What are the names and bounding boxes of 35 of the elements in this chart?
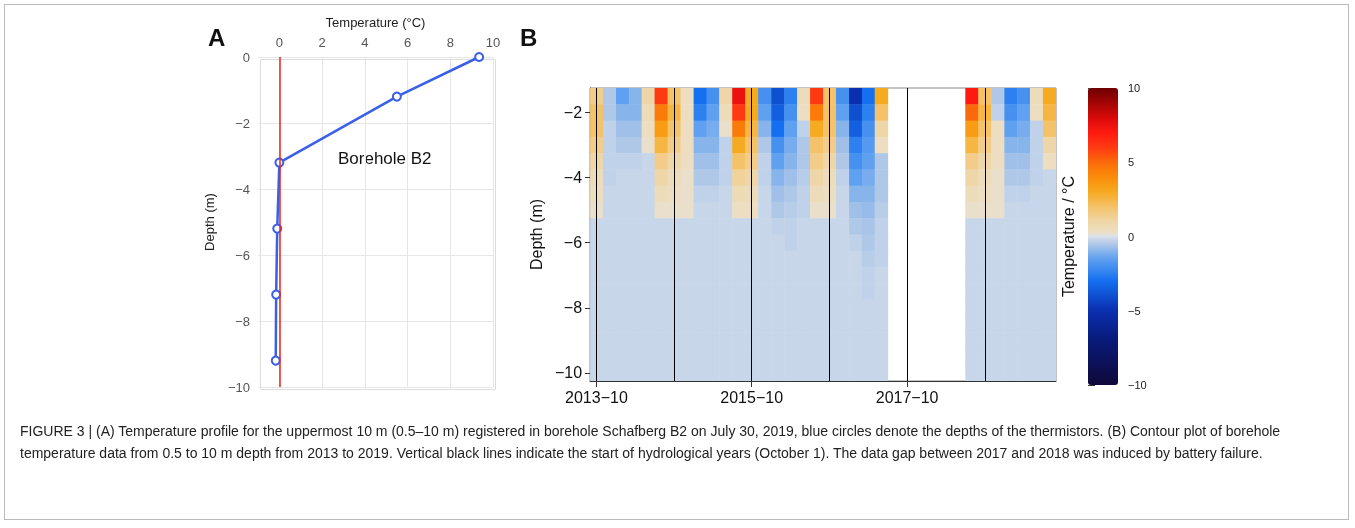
y-tick-label: −4 bbox=[563, 169, 583, 187]
y-tick-label: −6 bbox=[235, 247, 250, 263]
color-bar-title: Temperature / °C bbox=[1059, 175, 1077, 298]
point bbox=[391, 91, 402, 102]
x-tick-label: 2015−10 bbox=[720, 388, 784, 406]
y-tick-label: −8 bbox=[563, 299, 583, 317]
color-bar-label: 5 bbox=[1128, 156, 1135, 169]
text: B bbox=[520, 23, 538, 51]
color-bar-label: 0 bbox=[1128, 230, 1135, 243]
text: A bbox=[208, 23, 226, 51]
x-tick-label: 6 bbox=[403, 35, 412, 50]
y-axis-title: Depth (m) bbox=[527, 198, 545, 271]
point bbox=[474, 52, 485, 62]
x-tick-label: 4 bbox=[361, 35, 369, 50]
y-tick-label: −10 bbox=[227, 379, 250, 395]
x-tick-label: 2017−10 bbox=[875, 388, 939, 406]
y-tick-label: −8 bbox=[235, 313, 250, 329]
x-tick-label: 2013−10 bbox=[565, 388, 628, 406]
color-bar-label: 10 bbox=[1128, 82, 1141, 94]
x-tick-label: 2 bbox=[318, 35, 326, 50]
y-tick-label: −2 bbox=[563, 103, 583, 121]
y-axis-title: Depth (m) bbox=[202, 193, 217, 251]
y-tick-label: 0 bbox=[242, 49, 250, 65]
caption: FIGURE 3 | (A) Temperature profile for the uppermost 10 m (0.5–10 m) registered in borehole Schafberg B2 on July 30, 2019, blue circles denote the depths of the thermistors. (B) Contour plot of borehole temperature data from 0.5 to 10 m depth from 2013 to 2019. Vertical black lines indicate the start of hydrological years (October 1). The data gap between 2017 and 2018 was induced by battery failure. bbox=[20, 422, 1282, 463]
x-tick-label: 0 bbox=[275, 35, 283, 50]
x-axis-title: Temperature (°C) bbox=[325, 15, 426, 30]
annotation: Borehole B2 bbox=[338, 149, 432, 168]
y-tick-label: −4 bbox=[235, 181, 250, 197]
y-tick-label: −10 bbox=[554, 364, 583, 382]
x-tick-label: 10 bbox=[485, 35, 501, 50]
color-bar-label: −10 bbox=[1128, 379, 1147, 391]
x-tick-label: 8 bbox=[446, 35, 454, 50]
color-bar-label: −5 bbox=[1128, 304, 1141, 317]
y-tick-label: −2 bbox=[235, 115, 250, 131]
y-tick-label: −6 bbox=[563, 234, 583, 252]
